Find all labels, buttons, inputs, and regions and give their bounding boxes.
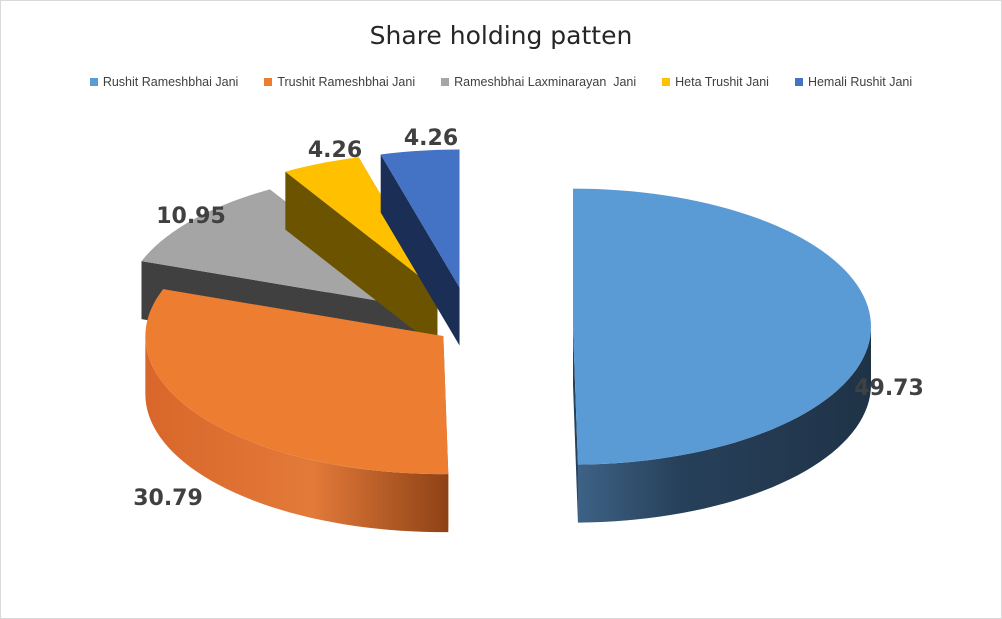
pie-slice-wall: [285, 171, 438, 349]
pie-slice: [285, 157, 438, 349]
legend-item: Rameshbhai Laxminarayan Jani: [441, 75, 636, 89]
pie-slice-wall: [572, 326, 578, 523]
data-label: 4.26: [404, 126, 458, 151]
pie-slice-side: [145, 336, 449, 533]
legend-swatch: [89, 78, 98, 86]
legend-item: Rushit Rameshbhai Jani: [89, 75, 239, 89]
pie-slice: [572, 188, 871, 523]
legend-swatch: [662, 78, 671, 86]
legend-label: Rushit Rameshbhai Jani: [102, 75, 239, 89]
chart-title: Share holding patten: [369, 21, 633, 50]
legend-label: Hemali Rushit Jani: [807, 75, 913, 89]
legend: Rushit Rameshbhai Jani Trushit Rameshbhai…: [1, 75, 1001, 89]
data-label: 49.73: [854, 376, 924, 401]
pie-slice-top: [380, 149, 460, 288]
pie-slice-top: [145, 289, 449, 475]
pie-slice-top: [572, 188, 871, 465]
pie-slice-side: [577, 326, 871, 523]
legend-item: Hemali Rushit Jani: [794, 75, 913, 89]
data-label: 30.79: [133, 486, 203, 511]
pie-slice: [380, 149, 460, 346]
legend-swatch: [264, 78, 273, 86]
pie-slice-top: [285, 157, 438, 291]
pie-slice-wall: [380, 154, 460, 346]
data-label: 4.26: [308, 138, 362, 163]
legend-label: Heta Trushit Jani: [675, 75, 769, 89]
legend-item: Heta Trushit Jani: [662, 75, 769, 89]
data-label: 10.95: [156, 204, 226, 229]
legend-item: Trushit Rameshbhai Jani: [264, 75, 415, 89]
legend-swatch: [441, 78, 450, 86]
pie-slice: [145, 289, 449, 533]
legend-label: Rameshbhai Laxminarayan Jani: [454, 75, 637, 89]
legend-swatch: [794, 78, 803, 86]
legend-label: Trushit Rameshbhai Jani: [277, 75, 416, 89]
